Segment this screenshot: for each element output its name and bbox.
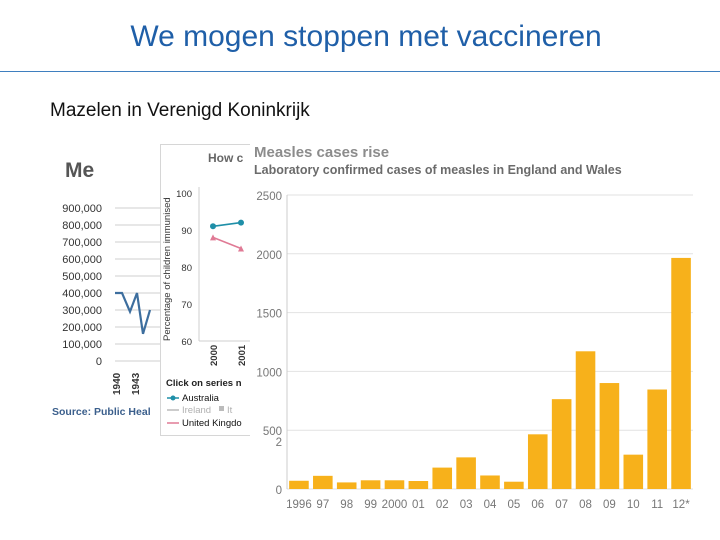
historic-ytick-label: 0	[96, 356, 102, 368]
historic-ytick-label: 300,000	[62, 305, 102, 317]
historic-ytick-label: 500,000	[62, 271, 102, 283]
cases-ytick-label: 2000	[256, 250, 282, 262]
slide-title: We mogen stoppen met vaccineren	[130, 20, 602, 53]
legend-italy-label: It	[227, 405, 233, 416]
immunisation-ytick-label: 60	[181, 337, 192, 348]
cases-xtick-label: 02	[436, 499, 449, 511]
immunisation-ytick-label: 90	[181, 226, 192, 237]
immunisation-point	[210, 223, 216, 230]
cases-bar	[575, 351, 596, 489]
immunisation-ytick-label: 100	[176, 189, 192, 200]
cases-bar	[384, 480, 405, 489]
cases-bar	[623, 454, 644, 489]
legend-ireland-label: Ireland	[182, 405, 211, 416]
cases-bar	[408, 481, 429, 489]
historic-ytick-label: 700,000	[62, 237, 102, 249]
cases-bar	[599, 383, 620, 489]
cases-ytick-label: 1500	[256, 309, 282, 321]
chart-immunisation: How c Percentage of children immunised C…	[160, 144, 258, 436]
cases-bar	[671, 257, 691, 489]
historic-ytick-label: 400,000	[62, 288, 102, 300]
cases-ytick-label: 2	[276, 437, 282, 449]
cases-bar	[527, 434, 548, 489]
cases-xtick-label: 07	[555, 499, 568, 511]
legend-italy-marker	[219, 406, 224, 411]
historic-xtick-label: 1943	[131, 372, 142, 395]
historic-ytick-label: 100,000	[62, 339, 102, 351]
immunisation-series-line	[212, 236, 242, 250]
immunisation-xtick-label: 2001	[237, 344, 248, 366]
cases-xtick-label: 11	[651, 499, 663, 511]
cases-xtick-label: 2000	[382, 499, 408, 511]
chart-cases-subtitle: Laboratory confirmed cases of measles in…	[254, 163, 622, 177]
chart-immunisation-svg: How c Percentage of children immunised C…	[162, 151, 257, 429]
cases-bar	[336, 482, 357, 489]
cases-xtick-label: 03	[460, 499, 473, 511]
cases-bar	[456, 457, 476, 489]
cases-ytick-label: 1000	[256, 367, 282, 379]
immunisation-point	[238, 245, 244, 252]
immunisation-ytick-label: 80	[181, 263, 192, 274]
historic-series-line	[115, 291, 152, 335]
immunisation-xtick-label: 2000	[209, 345, 220, 366]
cases-bar	[432, 467, 453, 489]
title-divider	[0, 71, 720, 72]
historic-ytick-label: 600,000	[62, 254, 102, 266]
cases-ytick-label: 500	[263, 426, 282, 438]
legend-uk-label: United Kingdo	[182, 418, 242, 429]
cases-bar	[480, 475, 500, 489]
immunisation-series-line	[212, 221, 242, 228]
chart-measles-cases-svg: Measles cases rise Laboratory confirmed …	[254, 144, 693, 511]
immunisation-point	[238, 219, 244, 226]
chart-measles-cases: Measles cases rise Laboratory confirmed …	[250, 138, 695, 516]
legend-australia-marker	[170, 395, 176, 401]
cases-bar	[551, 399, 572, 489]
chart-historic-yaxis-svg: Me 900,000 800,000 700,000 600,000 500,000 40…	[62, 159, 102, 368]
chart-immunisation-title: How c	[208, 151, 244, 165]
cases-xtick-label: 10	[627, 499, 640, 511]
cases-bar	[313, 475, 333, 489]
cases-bar	[504, 481, 524, 489]
slide-subtitle: Mazelen in Verenigd Koninkrijk	[50, 100, 310, 121]
immunisation-ytick-label: 70	[181, 300, 192, 311]
cases-xtick-label: 01	[412, 499, 425, 511]
chart-cases-title: Measles cases rise	[254, 144, 389, 161]
cases-xtick-label: 06	[531, 499, 544, 511]
historic-ytick-label: 200,000	[62, 322, 102, 334]
chart-historic-yaxis: Me 900,000 800,000 700,000 600,000 500,000 40…	[40, 150, 120, 425]
cases-xtick-label: 12*	[672, 499, 690, 511]
cases-xtick-label: 08	[579, 499, 592, 511]
immunisation-point	[210, 234, 216, 241]
cases-bar	[647, 389, 667, 489]
cases-bar	[289, 480, 309, 489]
chart-historic-title: Me	[65, 159, 94, 182]
historic-xtick-label: 1940	[112, 372, 123, 395]
chart-historic-source: Source: Public Heal	[52, 406, 151, 418]
historic-ytick-label: 800,000	[62, 220, 102, 232]
cases-xtick-label: 04	[484, 499, 497, 511]
chart-immunisation-ylabel: Percentage of children immunised	[162, 197, 173, 341]
cases-ytick-label: 0	[276, 485, 282, 497]
legend-australia-label: Australia	[182, 393, 220, 404]
cases-ytick-label: 2500	[256, 191, 282, 203]
cases-xtick-label: 99	[364, 499, 377, 511]
cases-xtick-label: 09	[603, 499, 616, 511]
chart-immunisation-legend-heading: Click on series n	[166, 378, 242, 389]
cases-bar	[360, 480, 381, 489]
cases-xtick-label: 05	[507, 499, 520, 511]
cases-xtick-label: 97	[316, 499, 329, 511]
historic-ytick-label: 900,000	[62, 203, 102, 215]
cases-xtick-label: 1996	[286, 499, 312, 511]
cases-xtick-label: 98	[340, 499, 353, 511]
